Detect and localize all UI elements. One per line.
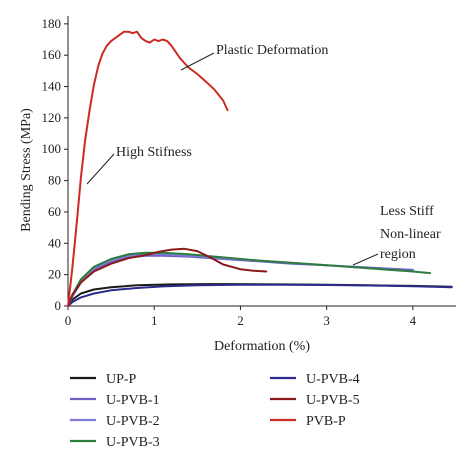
legend-label-u-pvb-5: U-PVB-5 [306,393,360,408]
y-tick-label-60: 60 [48,204,61,219]
y-tick-label-80: 80 [48,173,61,188]
annotation-less-stiff: Less Stiff [380,204,434,219]
legend-label-u-pvb-1: U-PVB-1 [106,393,160,408]
y-tick-label-100: 100 [42,141,62,156]
series-line-u-pvb-3 [67,251,432,307]
legend-label-u-pvb-2: U-PVB-2 [106,414,160,429]
annotation-plastic-deformation: Plastic Deformation [216,43,328,58]
series-line-pvb-p [67,30,229,307]
annotations: Plastic Deformation High Stifness Less S… [86,43,441,266]
x-axis-ticks: 0 1 2 3 4 [65,306,417,328]
y-axis-title: Bending Stress (MPa) [19,108,34,232]
x-tick-label-0: 0 [65,313,72,328]
series-line-u-pvb-1 [67,254,414,307]
y-tick-label-20: 20 [48,267,61,282]
y-tick-label-120: 120 [42,110,62,125]
annotation-pointer-plastic [180,52,215,71]
legend-label-u-pvb-3: U-PVB-3 [106,435,160,450]
y-tick-label-140: 140 [42,79,62,94]
series-line-u-pvb-5 [67,247,268,307]
legend-label-u-pvb-4: U-PVB-4 [306,372,360,387]
series-line-u-pvb-4 [67,283,453,307]
legend-label-up-p: UP-P [106,372,137,387]
x-tick-label-4: 4 [410,313,417,328]
x-tick-label-2: 2 [237,313,244,328]
x-tick-label-3: 3 [323,313,330,328]
y-tick-label-160: 160 [42,47,62,62]
series-group [67,30,453,307]
y-axis-ticks: 0 20 40 60 80 100 120 140 160 180 [42,16,68,313]
y-tick-label-40: 40 [48,235,61,250]
annotation-non-linear: Non-linear [380,227,441,242]
x-tick-label-1: 1 [151,313,158,328]
y-tick-label-180: 180 [42,16,62,31]
x-axis-title: Deformation (%) [214,339,310,354]
annotation-high-stiffness: High Stifness [116,145,192,160]
annotation-pointer-stiffness [86,153,115,185]
series-line-up-p [67,283,453,307]
legend: UP-P U-PVB-1 U-PVB-2 U-PVB-3 U-PVB-4 U-PVB-5 P… [70,372,360,450]
annotation-pointer-region [352,253,379,266]
y-tick-label-0: 0 [55,298,62,313]
legend-label-pvb-p: PVB-P [306,414,346,429]
annotation-region: region [380,247,416,262]
